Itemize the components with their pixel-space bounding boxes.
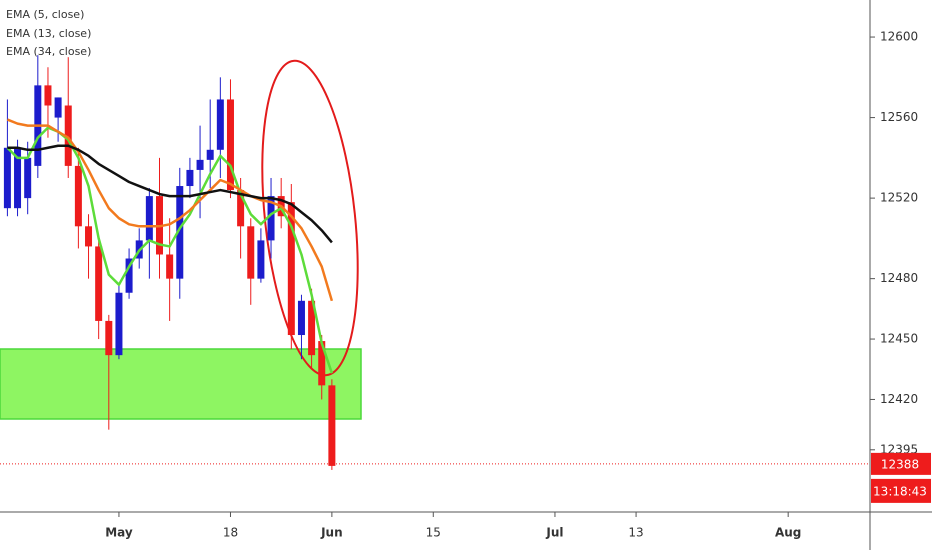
countdown-box [871,478,931,503]
highlight-ellipse [261,59,359,377]
x-tick-label: Jun [320,526,343,540]
candle-body [176,186,184,279]
last-price-box [871,452,931,475]
candle-body [216,99,224,150]
candle-body [14,147,22,209]
y-tick-label: 12600 [880,30,918,44]
candle-body [54,97,62,118]
candle-body [237,190,245,227]
y-tick-label: 12480 [880,271,918,285]
candle-body [95,246,103,321]
x-tick-label: May [105,526,133,540]
legend-entry: EMA (34, close) [6,45,91,58]
x-tick-label: 18 [223,526,238,540]
candle-body [257,240,265,279]
x-tick-label: 13 [628,526,643,540]
candle-body [308,300,316,356]
candle-body [226,99,234,191]
countdown-label: 13:18:43 [873,484,927,498]
candle-body [105,320,113,356]
y-tick-label: 12450 [880,332,918,346]
candle-body [186,169,194,187]
support-zone [0,348,362,420]
plot-area [3,55,336,470]
y-tick-label: 12395 [880,442,918,456]
candle-body [267,196,275,241]
candle-body [74,165,82,227]
candle-body [24,157,32,199]
ema-line [7,144,333,244]
candle-body [44,85,52,106]
candle-body [115,292,123,356]
x-tick-label: Jul [545,526,563,540]
last-price-label: 12388 [881,457,919,471]
x-tick-label: 15 [426,526,441,540]
candle-body [287,202,295,336]
candle-body [125,258,133,293]
y-tick-label: 12420 [880,392,918,406]
candle-body [318,341,326,386]
candle-body [85,226,93,247]
legend-entry: EMA (13, close) [6,27,91,40]
ema-line [6,118,334,302]
candle-body [206,149,214,160]
candle-body [328,385,336,466]
candle-body [196,159,204,170]
y-tick-label: 12560 [880,110,918,124]
candle-body [166,254,174,279]
y-tick-label: 12520 [880,191,918,205]
x-tick-label: Aug [775,526,801,540]
candle-body [297,300,305,336]
legend-entry: EMA (5, close) [6,8,84,21]
candle-body [145,196,153,241]
candle-body [64,105,72,166]
candle-body [247,226,255,279]
candle-body [3,147,11,209]
